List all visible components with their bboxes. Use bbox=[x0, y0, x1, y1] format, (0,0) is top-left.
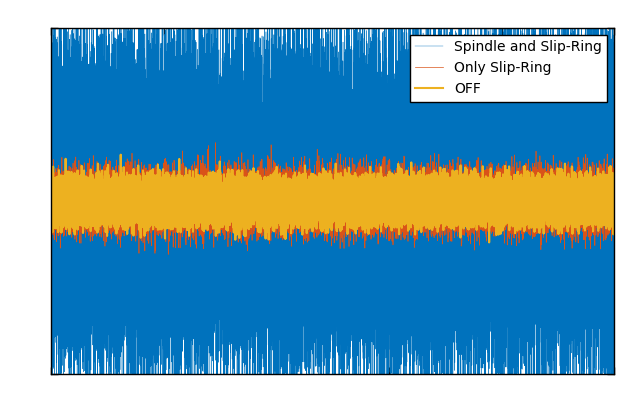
Spindle and Slip-Ring bbox=[353, 229, 360, 234]
Only Slip-Ring bbox=[212, 140, 220, 145]
Spindle and Slip-Ring bbox=[47, 162, 55, 167]
Spindle and Slip-Ring bbox=[611, 247, 618, 252]
Spindle and Slip-Ring bbox=[183, 129, 191, 134]
Line: OFF: OFF bbox=[51, 155, 614, 242]
Legend: Spindle and Slip-Ring, Only Slip-Ring, OFF: Spindle and Slip-Ring, Only Slip-Ring, O… bbox=[410, 35, 607, 102]
Only Slip-Ring bbox=[47, 216, 55, 221]
OFF bbox=[86, 208, 93, 212]
Only Slip-Ring bbox=[183, 206, 191, 210]
Spindle and Slip-Ring bbox=[387, 195, 394, 200]
Only Slip-Ring bbox=[164, 252, 172, 257]
Only Slip-Ring bbox=[353, 183, 360, 188]
OFF bbox=[263, 200, 271, 205]
Line: Spindle and Slip-Ring: Spindle and Slip-Ring bbox=[51, 0, 614, 394]
Only Slip-Ring bbox=[86, 198, 93, 203]
OFF bbox=[465, 200, 473, 204]
Spindle and Slip-Ring bbox=[465, 169, 473, 173]
Only Slip-Ring bbox=[465, 199, 473, 204]
OFF bbox=[117, 152, 125, 157]
Only Slip-Ring bbox=[611, 193, 618, 198]
OFF bbox=[183, 211, 191, 216]
Spindle and Slip-Ring bbox=[263, 94, 271, 98]
OFF bbox=[611, 198, 618, 203]
Spindle and Slip-Ring bbox=[86, 235, 93, 240]
Line: Only Slip-Ring: Only Slip-Ring bbox=[51, 143, 614, 255]
OFF bbox=[485, 240, 493, 245]
Only Slip-Ring bbox=[263, 180, 271, 185]
Only Slip-Ring bbox=[387, 210, 394, 215]
OFF bbox=[387, 208, 394, 213]
OFF bbox=[47, 203, 55, 207]
OFF bbox=[353, 209, 360, 214]
